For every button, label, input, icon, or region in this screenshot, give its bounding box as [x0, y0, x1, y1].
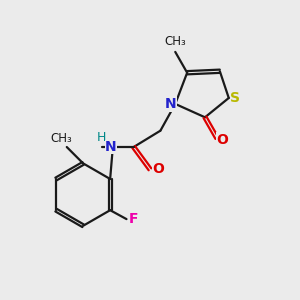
Text: S: S	[230, 91, 240, 105]
Text: CH₃: CH₃	[164, 35, 186, 48]
Text: N: N	[165, 97, 177, 111]
Text: CH₃: CH₃	[51, 132, 72, 145]
Text: O: O	[152, 162, 164, 176]
Text: H: H	[96, 131, 106, 144]
Text: N: N	[105, 140, 117, 154]
Text: F: F	[128, 212, 138, 226]
Text: O: O	[216, 133, 228, 147]
